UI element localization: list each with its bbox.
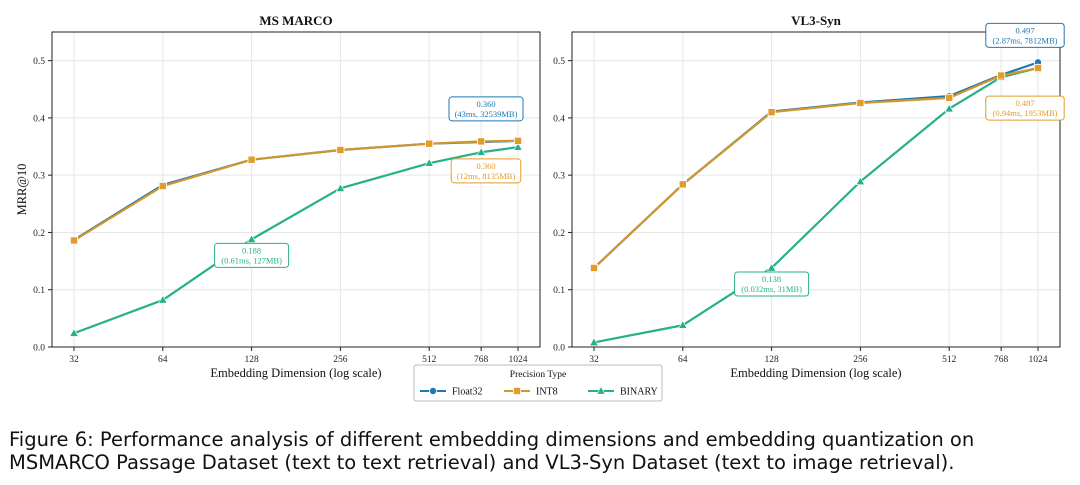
y-tick-label: 0.0 xyxy=(33,344,45,354)
data-point-int8 xyxy=(945,93,954,102)
data-point-binary xyxy=(246,234,257,243)
legend-label-int8: INT8 xyxy=(536,387,558,398)
annotation-box xyxy=(214,242,290,268)
x-tick-label: 256 xyxy=(853,355,868,365)
annotation-binary: 0.188(0.61ms, 127MB) xyxy=(214,242,290,268)
data-point-binary xyxy=(476,147,486,156)
x-tick-label: 64 xyxy=(158,355,168,365)
annotation-detail: (2.87ms, 7812MB) xyxy=(993,35,1058,45)
annotation-binary: 0.138(0.032ms, 31MB) xyxy=(734,271,810,297)
data-point-binary xyxy=(424,158,434,167)
annotation-detail: (0.61ms, 127MB) xyxy=(221,255,282,265)
data-point-int8 xyxy=(477,137,486,146)
y-tick-label: 0.4 xyxy=(33,114,45,124)
chart-title: VL3-Syn xyxy=(791,13,842,28)
x-tick-label: 768 xyxy=(474,355,489,365)
annotation-box xyxy=(985,95,1065,121)
figure-caption: Figure 6: Performance analysis of differ… xyxy=(9,428,975,474)
data-point-int8 xyxy=(514,136,523,145)
annotation-value: 0.188 xyxy=(242,245,261,255)
x-tick-label: 512 xyxy=(422,355,437,365)
data-point-int8 xyxy=(856,99,865,108)
x-tick-label: 32 xyxy=(589,355,599,365)
annotation-detail: (43ms, 32539MB) xyxy=(455,109,518,119)
legend-label-binary: BINARY xyxy=(620,387,658,398)
data-point-int8 xyxy=(336,145,345,154)
annotation-float32: 0.497(2.87ms, 7812MB) xyxy=(985,22,1065,48)
annotation-int8: 0.487(0.94ms, 1953MB) xyxy=(985,95,1065,121)
data-point-int8 xyxy=(70,236,79,245)
legend-marker-float32 xyxy=(428,386,437,395)
data-point-int8 xyxy=(247,155,256,164)
series-line-int8 xyxy=(593,67,1039,269)
data-point-binary xyxy=(678,320,688,329)
data-point-binary xyxy=(513,142,523,151)
y-tick-label: 0.3 xyxy=(553,172,565,182)
data-point-int8 xyxy=(425,139,434,148)
data-point-binary xyxy=(335,183,346,192)
data-point-int8 xyxy=(678,180,687,189)
x-tick-label: 768 xyxy=(994,355,1009,365)
y-tick-label: 0.1 xyxy=(553,286,565,296)
legend-marker-int8 xyxy=(513,386,522,395)
data-point-binary xyxy=(589,337,599,346)
annotation-value: 0.360 xyxy=(476,161,495,171)
y-tick-label: 0.2 xyxy=(33,229,45,239)
y-tick-label: 0.2 xyxy=(553,229,565,239)
x-tick-label: 128 xyxy=(764,355,779,365)
data-point-binary xyxy=(158,295,168,304)
y-tick-label: 0.4 xyxy=(553,114,565,124)
x-tick-label: 512 xyxy=(942,355,957,365)
y-tick-label: 0.5 xyxy=(33,57,45,67)
plot-frame xyxy=(571,31,1061,348)
y-tick-label: 0.3 xyxy=(33,172,45,182)
annotation-detail: (12ms, 8135MB) xyxy=(457,171,516,181)
legend-title: Precision Type xyxy=(510,370,566,380)
annotation-detail: (0.032ms, 31MB) xyxy=(741,284,802,294)
x-tick-label: 128 xyxy=(244,355,259,365)
annotation-value: 0.487 xyxy=(1015,98,1034,108)
x-axis-label: Embedding Dimension (log scale) xyxy=(210,366,381,380)
data-point-binary xyxy=(69,328,79,337)
data-point-int8 xyxy=(997,71,1006,80)
annotation-value: 0.497 xyxy=(1015,25,1034,35)
chart-ms-marco: 0.0 0.1 0.2 0.3 0.4 0.5 32 64 128 256 512 768 1024 MS… xyxy=(15,13,541,380)
chart-vl3-syn: 0.0 0.1 0.2 0.3 0.4 0.5 32 64 128 256 512 768 1024 VL… xyxy=(553,13,1065,380)
x-tick-label: 32 xyxy=(69,355,79,365)
data-point-binary xyxy=(766,262,777,272)
x-axis-label: Embedding Dimension (log scale) xyxy=(730,366,901,380)
data-point-int8 xyxy=(767,108,776,117)
annotation-box xyxy=(448,96,524,122)
data-point-int8 xyxy=(1034,64,1043,73)
y-tick-label: 0.1 xyxy=(33,286,45,296)
annotation-detail: (0.94ms, 1953MB) xyxy=(993,108,1058,118)
legend: Precision Type Float32 INT8 BINARY xyxy=(413,364,663,402)
series-line-float32 xyxy=(593,61,1039,269)
data-point-int8 xyxy=(590,263,599,272)
plot-frame xyxy=(51,31,541,348)
annotation-value: 0.360 xyxy=(476,99,495,109)
data-point-int8 xyxy=(158,182,167,191)
y-tick-label: 0.5 xyxy=(553,57,565,67)
data-point-binary xyxy=(944,103,954,113)
y-axis-label: MRR@10 xyxy=(15,164,29,216)
x-tick-label: 1024 xyxy=(1029,355,1048,365)
annotation-box xyxy=(450,158,522,184)
x-tick-label: 1024 xyxy=(509,355,528,365)
chart-title: MS MARCO xyxy=(259,13,332,28)
annotation-box xyxy=(734,271,810,297)
legend-marker-binary xyxy=(596,385,606,395)
annotation-value: 0.138 xyxy=(762,274,781,284)
y-tick-label: 0.0 xyxy=(553,344,565,354)
annotation-box xyxy=(985,22,1065,48)
data-point-binary xyxy=(855,176,866,185)
legend-label-float32: Float32 xyxy=(452,387,483,398)
series-line-int8 xyxy=(73,139,519,242)
annotation-int8: 0.360(12ms, 8135MB) xyxy=(450,158,522,184)
annotation-float32: 0.360(43ms, 32539MB) xyxy=(448,96,524,122)
x-tick-label: 64 xyxy=(678,355,688,365)
x-tick-label: 256 xyxy=(333,355,348,365)
